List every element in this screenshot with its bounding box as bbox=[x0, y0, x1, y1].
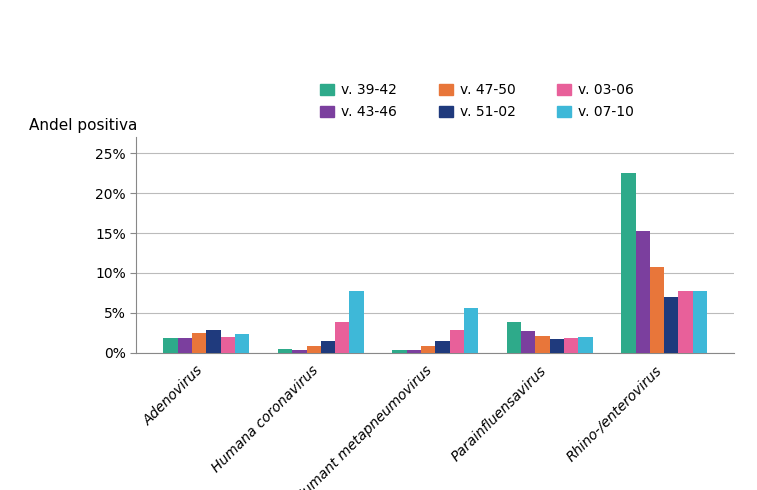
Bar bbox=[192, 333, 207, 353]
Bar bbox=[178, 339, 192, 353]
Bar bbox=[464, 308, 478, 353]
Bar bbox=[421, 346, 435, 353]
Bar bbox=[506, 321, 521, 353]
Bar bbox=[321, 341, 335, 353]
Bar bbox=[664, 297, 678, 353]
Bar bbox=[678, 291, 693, 353]
Bar bbox=[307, 346, 321, 353]
Bar bbox=[636, 231, 650, 353]
Bar bbox=[450, 330, 464, 353]
Bar bbox=[292, 350, 307, 353]
Bar bbox=[235, 335, 249, 353]
Legend: v. 39-42, v. 43-46, v. 47-50, v. 51-02, v. 03-06, v. 07-10: v. 39-42, v. 43-46, v. 47-50, v. 51-02, … bbox=[320, 83, 634, 120]
Bar bbox=[535, 336, 550, 353]
Bar bbox=[350, 291, 364, 353]
Bar bbox=[521, 331, 535, 353]
Bar bbox=[221, 337, 235, 353]
Bar bbox=[621, 173, 636, 353]
Bar bbox=[435, 341, 450, 353]
Bar bbox=[164, 339, 178, 353]
Bar bbox=[564, 339, 578, 353]
Bar bbox=[550, 339, 564, 353]
Bar bbox=[693, 291, 707, 353]
Bar bbox=[578, 337, 593, 353]
Bar bbox=[278, 349, 292, 353]
Bar bbox=[650, 268, 664, 353]
Bar bbox=[207, 330, 221, 353]
Bar bbox=[392, 350, 407, 353]
Text: Andel positiva: Andel positiva bbox=[29, 118, 137, 133]
Bar bbox=[335, 322, 350, 353]
Bar bbox=[407, 349, 421, 353]
